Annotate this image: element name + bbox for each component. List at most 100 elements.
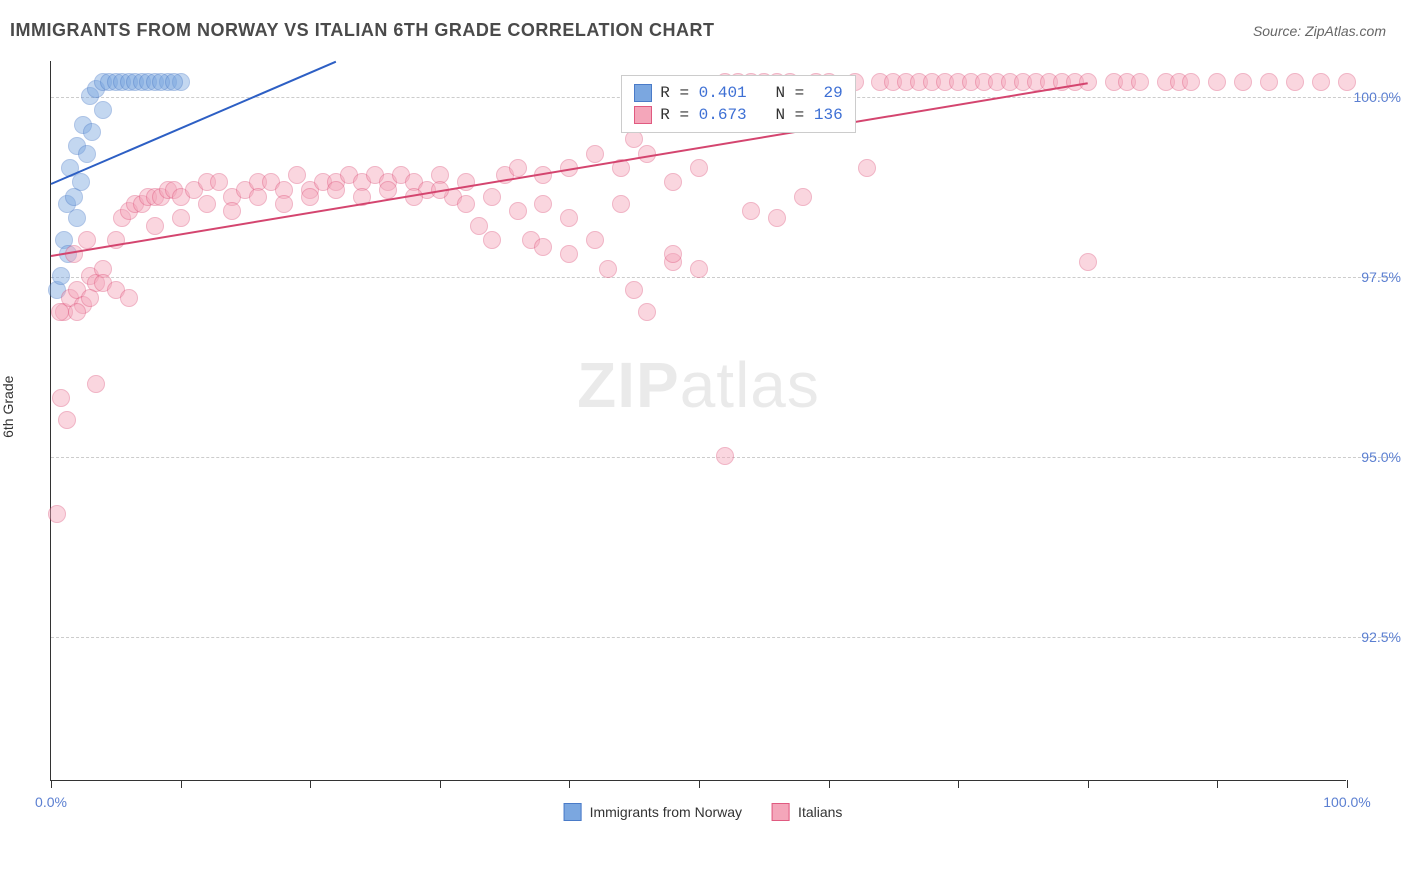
scatter-point [78, 145, 96, 163]
scatter-point [1079, 73, 1097, 91]
watermark: ZIPatlas [577, 348, 820, 422]
scatter-point [165, 73, 183, 91]
legend-swatch [772, 803, 790, 821]
scatter-point [223, 202, 241, 220]
scatter-point [483, 188, 501, 206]
scatter-point [68, 303, 86, 321]
scatter-point [470, 217, 488, 235]
y-tick-label: 97.5% [1361, 269, 1401, 285]
scatter-point [52, 267, 70, 285]
scatter-point [52, 389, 70, 407]
scatter-point [68, 209, 86, 227]
scatter-point [1234, 73, 1252, 91]
stats-row: R = 0.673 N = 136 [634, 104, 842, 126]
scatter-point [638, 303, 656, 321]
scatter-point [690, 159, 708, 177]
scatter-point [1338, 73, 1356, 91]
scatter-point [560, 209, 578, 227]
scatter-point [94, 101, 112, 119]
chart-header: IMMIGRANTS FROM NORWAY VS ITALIAN 6TH GR… [0, 0, 1406, 51]
scatter-point [301, 188, 319, 206]
scatter-point [690, 260, 708, 278]
scatter-point [65, 188, 83, 206]
scatter-point [716, 447, 734, 465]
scatter-point [146, 217, 164, 235]
scatter-point [1208, 73, 1226, 91]
y-axis-label: 6th Grade [0, 376, 16, 438]
scatter-point [198, 195, 216, 213]
scatter-point [509, 159, 527, 177]
stats-box: R = 0.401 N = 29 R = 0.673 N = 136 [621, 75, 855, 133]
scatter-point [288, 166, 306, 184]
stats-text: R = 0.673 N = 136 [660, 106, 842, 124]
scatter-point [172, 209, 190, 227]
x-tick [569, 780, 570, 788]
x-tick [958, 780, 959, 788]
x-tick [699, 780, 700, 788]
x-tick-label: 100.0% [1323, 794, 1370, 810]
scatter-point [87, 375, 105, 393]
scatter-point [379, 181, 397, 199]
x-tick-label: 0.0% [35, 794, 67, 810]
x-tick [829, 780, 830, 788]
scatter-point [509, 202, 527, 220]
legend-swatch [564, 803, 582, 821]
scatter-point [327, 181, 345, 199]
x-tick [51, 780, 52, 788]
scatter-point [664, 173, 682, 191]
scatter-point [83, 123, 101, 141]
scatter-point [457, 195, 475, 213]
scatter-point [1131, 73, 1149, 91]
y-tick-label: 95.0% [1361, 449, 1401, 465]
scatter-point [1286, 73, 1304, 91]
x-tick [310, 780, 311, 788]
scatter-point [65, 245, 83, 263]
scatter-point [275, 195, 293, 213]
y-tick-label: 100.0% [1354, 89, 1401, 105]
scatter-point [1182, 73, 1200, 91]
scatter-point [210, 173, 228, 191]
x-tick [1347, 780, 1348, 788]
source-attribution: Source: ZipAtlas.com [1253, 23, 1386, 39]
scatter-point [625, 281, 643, 299]
chart-title: IMMIGRANTS FROM NORWAY VS ITALIAN 6TH GR… [10, 20, 715, 41]
grid-line [51, 277, 1396, 278]
scatter-point [612, 195, 630, 213]
scatter-point [586, 231, 604, 249]
scatter-point [483, 231, 501, 249]
scatter-point [1312, 73, 1330, 91]
scatter-point [586, 145, 604, 163]
scatter-point [599, 260, 617, 278]
scatter-point [858, 159, 876, 177]
scatter-point [48, 505, 66, 523]
scatter-point [81, 289, 99, 307]
watermark-light: atlas [680, 349, 820, 421]
scatter-point [560, 245, 578, 263]
legend-item: Immigrants from Norway [564, 803, 742, 821]
x-tick [181, 780, 182, 788]
scatter-point [1079, 253, 1097, 271]
watermark-bold: ZIP [577, 349, 680, 421]
scatter-point [534, 238, 552, 256]
grid-line [51, 637, 1396, 638]
x-tick [440, 780, 441, 788]
scatter-point [120, 289, 138, 307]
y-tick-label: 92.5% [1361, 629, 1401, 645]
legend-item: Italians [772, 803, 842, 821]
bottom-legend: Immigrants from Norway Italians [564, 803, 843, 821]
scatter-point [664, 245, 682, 263]
chart-container: 6th Grade ZIPatlas 92.5%95.0%97.5%100.0%… [0, 51, 1406, 871]
scatter-point [742, 202, 760, 220]
scatter-point [249, 188, 267, 206]
trend-line [51, 83, 1088, 258]
scatter-point [534, 195, 552, 213]
legend-label: Immigrants from Norway [590, 804, 742, 820]
scatter-point [794, 188, 812, 206]
legend-swatch [634, 106, 652, 124]
scatter-point [58, 411, 76, 429]
stats-row: R = 0.401 N = 29 [634, 82, 842, 104]
legend-label: Italians [798, 804, 842, 820]
stats-text: R = 0.401 N = 29 [660, 84, 842, 102]
plot-area: ZIPatlas 92.5%95.0%97.5%100.0%0.0%100.0%… [50, 61, 1346, 781]
scatter-point [78, 231, 96, 249]
